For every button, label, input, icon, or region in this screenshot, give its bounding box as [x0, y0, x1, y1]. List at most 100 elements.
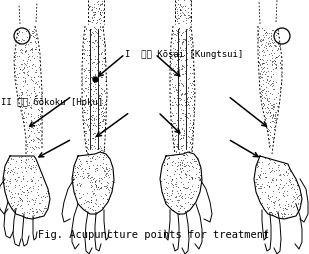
- Point: [174, 180, 179, 184]
- Point: [18, 203, 23, 207]
- Point: [180, 111, 185, 115]
- Point: [165, 197, 170, 201]
- Point: [174, 164, 179, 168]
- Point: [171, 46, 176, 50]
- Point: [81, 41, 86, 45]
- Point: [197, 170, 201, 174]
- Point: [19, 160, 24, 164]
- Point: [180, 182, 185, 186]
- Point: [86, 124, 91, 128]
- Point: [287, 166, 292, 170]
- Point: [271, 113, 276, 117]
- Point: [264, 46, 269, 51]
- Point: [177, 69, 182, 73]
- Point: [87, 39, 92, 43]
- Point: [95, 29, 100, 33]
- Point: [19, 30, 24, 34]
- Point: [90, 8, 95, 12]
- Point: [180, 126, 185, 130]
- Point: [183, 86, 188, 90]
- Point: [96, 30, 101, 34]
- Point: [92, 117, 97, 121]
- Point: [97, 113, 102, 117]
- Point: [97, 59, 102, 63]
- Point: [273, 101, 278, 105]
- Point: [174, 48, 179, 52]
- Point: [87, 104, 91, 108]
- Point: [190, 92, 195, 96]
- Point: [10, 169, 15, 173]
- Point: [104, 74, 109, 78]
- Point: [188, 0, 193, 4]
- Point: [190, 175, 195, 179]
- Point: [93, 210, 98, 214]
- Point: [93, 114, 98, 118]
- Point: [32, 99, 36, 103]
- Point: [279, 215, 284, 219]
- Point: [93, 178, 98, 182]
- Point: [91, 35, 96, 39]
- Point: [174, 28, 179, 32]
- Point: [88, 72, 93, 76]
- Point: [180, 47, 185, 52]
- Point: [31, 132, 36, 136]
- Point: [264, 176, 269, 180]
- Point: [265, 36, 270, 40]
- Point: [26, 34, 31, 38]
- Point: [176, 97, 181, 101]
- Point: [94, 101, 99, 105]
- Point: [87, 68, 92, 72]
- Point: [176, 81, 181, 85]
- Point: [100, 98, 105, 102]
- Point: [184, 27, 189, 31]
- Point: [10, 195, 15, 199]
- Point: [85, 122, 90, 126]
- Point: [264, 116, 269, 120]
- Point: [99, 119, 104, 123]
- Point: [282, 206, 287, 210]
- Point: [180, 161, 185, 165]
- Point: [260, 190, 265, 194]
- Point: [21, 84, 26, 88]
- Point: [286, 177, 291, 181]
- Point: [264, 44, 269, 48]
- Point: [282, 162, 287, 166]
- Point: [88, 180, 93, 184]
- Point: [86, 200, 91, 204]
- Point: [171, 50, 176, 54]
- Point: [260, 37, 265, 41]
- Point: [83, 207, 88, 211]
- Point: [263, 106, 268, 110]
- Point: [181, 37, 186, 41]
- Point: [97, 176, 102, 180]
- Point: [37, 201, 42, 205]
- Point: [179, 10, 184, 14]
- Point: [89, 198, 94, 202]
- Point: [100, 8, 105, 12]
- Point: [275, 40, 280, 44]
- Point: [24, 199, 29, 203]
- Point: [25, 196, 30, 200]
- Point: [183, 156, 188, 160]
- Point: [284, 216, 289, 220]
- Point: [180, 40, 185, 44]
- Point: [31, 186, 36, 190]
- Point: [175, 9, 180, 13]
- Point: [90, 5, 95, 9]
- Point: [20, 91, 25, 96]
- Point: [89, 121, 94, 125]
- Point: [281, 206, 286, 210]
- Point: [90, 20, 95, 24]
- Point: [177, 162, 182, 166]
- Point: [258, 57, 263, 61]
- Point: [189, 125, 194, 129]
- Point: [271, 102, 276, 106]
- Point: [179, 13, 184, 18]
- Point: [80, 166, 85, 170]
- Point: [186, 173, 191, 177]
- Point: [257, 25, 262, 29]
- Point: [83, 118, 88, 122]
- Point: [82, 80, 87, 84]
- Point: [182, 114, 187, 118]
- Point: [89, 87, 94, 91]
